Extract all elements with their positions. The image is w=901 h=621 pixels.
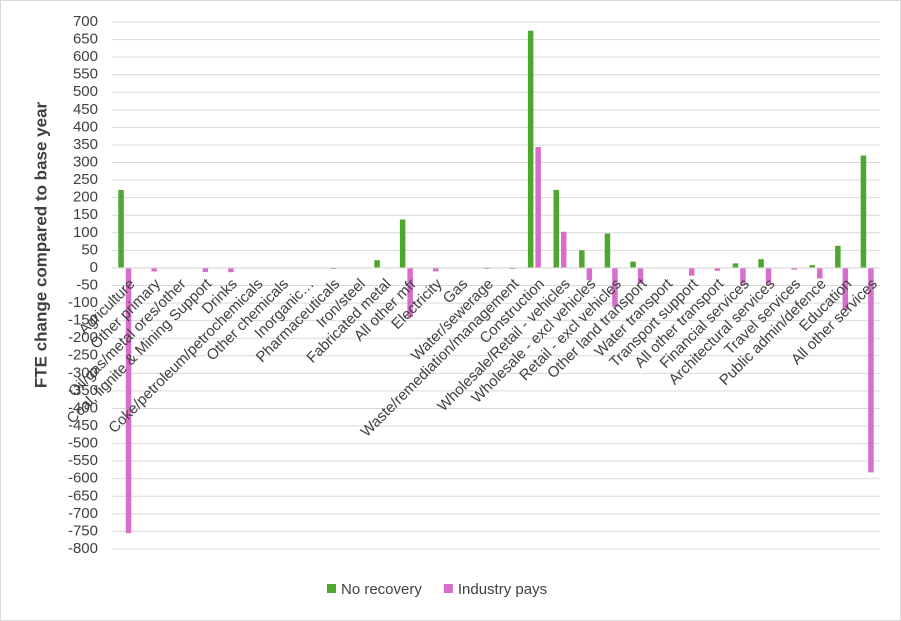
y-tick-label: 450 bbox=[73, 101, 98, 118]
bar bbox=[202, 267, 209, 273]
y-tick-label: -450 bbox=[68, 417, 98, 434]
y-tick-label: -700 bbox=[68, 505, 98, 522]
bar bbox=[151, 267, 157, 272]
y-tick-label: -600 bbox=[68, 470, 98, 487]
y-tick-label: 550 bbox=[73, 66, 98, 83]
bar bbox=[125, 267, 132, 534]
bar bbox=[553, 189, 559, 268]
bar bbox=[860, 155, 867, 268]
y-tick-label: 50 bbox=[81, 241, 98, 258]
y-tick-label: 350 bbox=[73, 136, 98, 153]
bar bbox=[835, 245, 841, 268]
y-tick-label: -800 bbox=[68, 540, 98, 557]
bar bbox=[228, 267, 234, 273]
bar bbox=[791, 267, 797, 270]
legend-label: Industry pays bbox=[458, 581, 547, 598]
legend-label: No recovery bbox=[341, 581, 422, 598]
y-tick-label: -350 bbox=[68, 382, 98, 399]
y-tick-label: -250 bbox=[68, 347, 98, 364]
bar bbox=[732, 263, 739, 268]
bar bbox=[118, 189, 124, 268]
bar bbox=[509, 267, 516, 269]
y-tick-label: 0 bbox=[90, 259, 98, 276]
y-tick-label: 250 bbox=[73, 171, 98, 188]
bar bbox=[689, 267, 695, 276]
y-tick-label: -300 bbox=[68, 364, 98, 381]
bar bbox=[637, 267, 644, 284]
bar bbox=[561, 231, 567, 268]
y-tick-label: -500 bbox=[68, 435, 98, 452]
bar bbox=[612, 267, 618, 307]
legend-swatch bbox=[327, 584, 336, 593]
y-tick-label: 300 bbox=[73, 154, 98, 171]
bar bbox=[630, 261, 636, 268]
bar bbox=[579, 250, 585, 268]
y-tick-label: 150 bbox=[73, 206, 98, 223]
y-tick-label: 100 bbox=[73, 224, 98, 241]
y-tick-label: 700 bbox=[73, 13, 98, 30]
bar bbox=[740, 267, 746, 284]
y-tick-label: 600 bbox=[73, 48, 98, 65]
bar bbox=[809, 265, 815, 268]
bar bbox=[527, 30, 534, 268]
y-tick-label: 500 bbox=[73, 83, 98, 100]
bar bbox=[868, 267, 874, 473]
y-tick-label: -750 bbox=[68, 522, 98, 539]
y-tick-label: 200 bbox=[73, 189, 98, 206]
y-tick-label: 400 bbox=[73, 118, 98, 135]
bar bbox=[374, 260, 380, 268]
bar bbox=[758, 259, 764, 268]
bar bbox=[433, 267, 439, 272]
y-tick-label: -400 bbox=[68, 399, 98, 416]
bar bbox=[484, 267, 490, 269]
bar bbox=[407, 267, 413, 318]
bar bbox=[842, 267, 849, 311]
bar bbox=[604, 233, 611, 268]
bar bbox=[330, 267, 337, 269]
bar bbox=[586, 267, 593, 281]
bar bbox=[535, 147, 541, 268]
legend-swatch bbox=[443, 584, 453, 593]
y-tick-label: -200 bbox=[68, 329, 98, 346]
y-tick-label: -150 bbox=[68, 312, 98, 329]
y-tick-label: 650 bbox=[73, 31, 98, 48]
y-tick-label: -100 bbox=[68, 294, 98, 311]
y-tick-label: -650 bbox=[68, 487, 98, 504]
bar bbox=[765, 267, 772, 284]
y-axis-title: FTE change compared to base year bbox=[31, 101, 50, 388]
y-tick-label: -550 bbox=[68, 452, 98, 469]
y-tick-label: -50 bbox=[76, 276, 98, 293]
bar bbox=[817, 267, 823, 279]
bar bbox=[399, 219, 406, 268]
bar bbox=[714, 267, 721, 271]
